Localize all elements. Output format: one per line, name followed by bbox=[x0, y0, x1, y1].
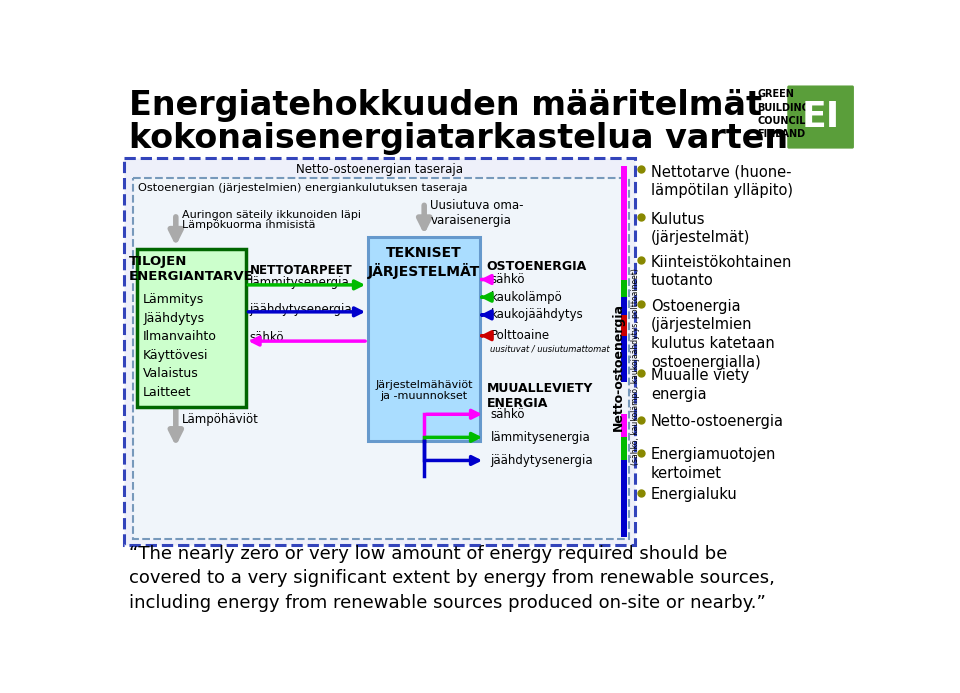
Text: Nettotarve (huone-
lämpötilan ylläpito): Nettotarve (huone- lämpötilan ylläpito) bbox=[651, 164, 793, 198]
Text: Energiamuotojen
kertoimet: Energiamuotojen kertoimet bbox=[651, 448, 777, 481]
Text: Auringon säteily ikkunoiden läpi: Auringon säteily ikkunoiden läpi bbox=[182, 210, 361, 220]
Text: sähkö: sähkö bbox=[250, 331, 284, 344]
Text: lämmitysenergia: lämmitysenergia bbox=[491, 431, 590, 444]
Text: TILOJEN
ENERGIANTARVE: TILOJEN ENERGIANTARVE bbox=[129, 255, 253, 283]
Text: Netto-ostoenergia: Netto-ostoenergia bbox=[612, 303, 625, 431]
Bar bbox=[621, 437, 627, 460]
Text: lämmitysenergia: lämmitysenergia bbox=[250, 276, 349, 289]
Text: “The nearly zero or very low amount of energy required should be
covered to a ve: “The nearly zero or very low amount of e… bbox=[130, 545, 775, 612]
Text: uusituvat / uusiutumattomat: uusituvat / uusiutumattomat bbox=[491, 345, 610, 354]
Text: Energiatehokkuuden määritelmät: Energiatehokkuuden määritelmät bbox=[130, 89, 762, 123]
Text: Kiinteistökohtainen
tuotanto: Kiinteistökohtainen tuotanto bbox=[651, 255, 792, 288]
Bar bbox=[621, 414, 627, 437]
Text: Muualle viety
energia: Muualle viety energia bbox=[651, 368, 749, 402]
Text: kaukolämpö: kaukolämpö bbox=[491, 291, 563, 304]
FancyBboxPatch shape bbox=[787, 85, 854, 148]
Text: NETTOTARPEET: NETTOTARPEET bbox=[250, 264, 352, 277]
Bar bbox=[621, 166, 627, 279]
Text: (sähkö, kaukolämpö, kaukojäähdytys, polttoaineet): (sähkö, kaukolämpö, kaukojäähdytys, polt… bbox=[631, 268, 640, 465]
Text: Ostoenergian (järjestelmien) energiankulutuksen taseraja: Ostoenergian (järjestelmien) energiankul… bbox=[138, 183, 468, 193]
Bar bbox=[137, 249, 246, 407]
Bar bbox=[621, 335, 627, 382]
Text: Järjestelmähäviöt
ja -muunnokset: Järjestelmähäviöt ja -muunnokset bbox=[375, 380, 473, 401]
Text: TEKNISET
JÄRJESTELMÄT: TEKNISET JÄRJESTELMÄT bbox=[368, 247, 480, 279]
Text: jäähdytysenergia: jäähdytysenergia bbox=[250, 303, 352, 315]
Bar bbox=[621, 460, 627, 538]
Text: kaukojäähdytys: kaukojäähdytys bbox=[491, 308, 584, 322]
Text: Netto-ostoenergian taseraja: Netto-ostoenergian taseraja bbox=[296, 164, 463, 176]
Bar bbox=[621, 297, 627, 315]
Text: Lämpökuorma ihmisistä: Lämpökuorma ihmisistä bbox=[182, 220, 316, 230]
Bar bbox=[133, 178, 629, 539]
Bar bbox=[368, 237, 480, 441]
Bar bbox=[621, 315, 627, 335]
Text: Energialuku: Energialuku bbox=[651, 487, 737, 502]
Text: MUUALLEVIETY
ENERGIA: MUUALLEVIETY ENERGIA bbox=[487, 382, 593, 410]
Bar bbox=[621, 279, 627, 297]
Text: sähkö: sähkö bbox=[491, 407, 525, 421]
Text: Uusiutuva oma-
varaisenergia: Uusiutuva oma- varaisenergia bbox=[430, 199, 524, 227]
Text: jäähdytysenergia: jäähdytysenergia bbox=[491, 454, 593, 467]
Text: EI: EI bbox=[802, 100, 840, 134]
Text: Lämpöhäviöt: Lämpöhäviöt bbox=[182, 413, 259, 426]
Text: Lämmitys
Jäähdytys
Ilmanvaihto
Käyttövesi
Valaistus
Laitteet: Lämmitys Jäähdytys Ilmanvaihto Käyttöves… bbox=[143, 293, 217, 399]
Text: sähkö: sähkö bbox=[491, 273, 525, 286]
Text: Kulutus
(järjestelmät): Kulutus (järjestelmät) bbox=[651, 212, 751, 245]
Text: OSTOENERGIA: OSTOENERGIA bbox=[487, 261, 587, 273]
Text: kokonaisenergiatarkastelua varten: kokonaisenergiatarkastelua varten bbox=[130, 122, 788, 155]
Text: GREEN
BUILDING
COUNCIL
FINLAND: GREEN BUILDING COUNCIL FINLAND bbox=[757, 89, 809, 139]
Bar bbox=[124, 158, 636, 545]
Text: Netto-ostoenergia: Netto-ostoenergia bbox=[651, 414, 784, 429]
Text: Ostoenergia
(järjestelmien
kulutus katetaan
ostoenergialla): Ostoenergia (järjestelmien kulutus katet… bbox=[651, 299, 775, 369]
Text: Polttoaine: Polttoaine bbox=[491, 329, 549, 342]
